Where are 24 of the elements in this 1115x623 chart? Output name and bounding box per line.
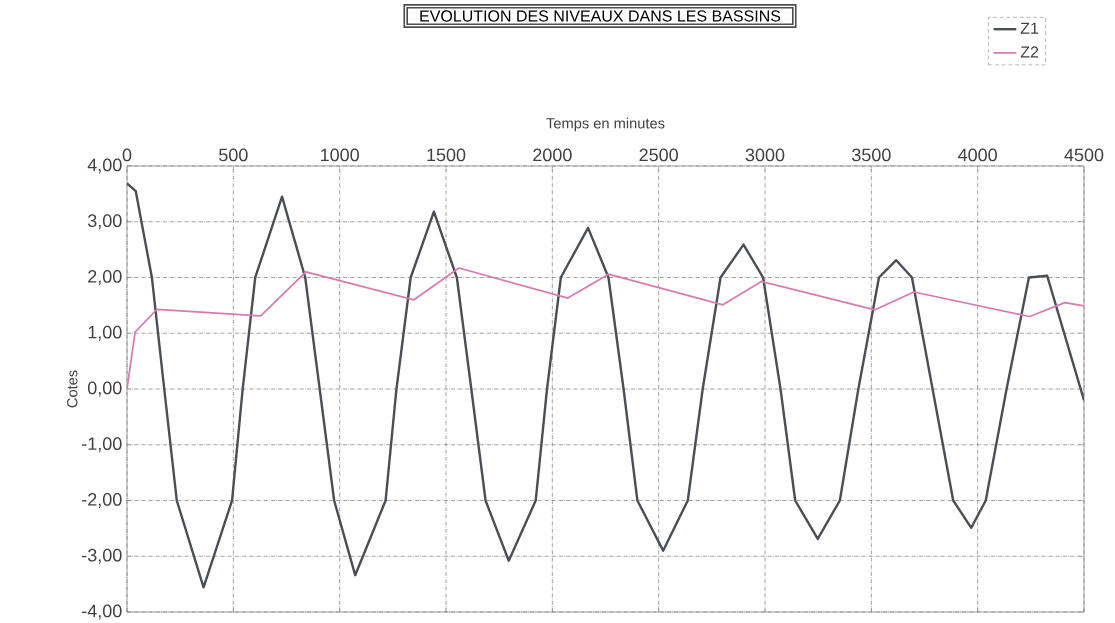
y-tick-label: -2,00 <box>82 493 122 508</box>
y-tick-label: 2,00 <box>88 270 122 285</box>
x-tick-label: 4000 <box>958 148 997 162</box>
y-tick-label: -4,00 <box>82 604 122 620</box>
x-tick-label: 3500 <box>852 148 891 162</box>
chart-title: EVOLUTION DES NIVEAUX DANS LES BASSINS <box>420 10 781 22</box>
x-axis-title: Temps en minutes <box>546 117 665 132</box>
x-tick-label: 4500 <box>1064 148 1104 162</box>
y-tick-label: 3,00 <box>87 214 122 230</box>
x-tick-label: 2000 <box>533 148 572 162</box>
x-tick-label: 3000 <box>745 148 785 162</box>
y-tick-label: 1,00 <box>88 325 122 341</box>
x-tick-label: 0 <box>122 148 132 162</box>
y-axis-title: Cotes <box>67 370 78 408</box>
x-tick-label: 1500 <box>427 148 466 162</box>
x-tick-label: 2500 <box>639 148 678 162</box>
y-tick-label: 4,00 <box>87 158 122 174</box>
legend-label: Z1 <box>1020 22 1039 34</box>
x-tick-label: 1000 <box>321 148 359 162</box>
legend-label: Z2 <box>1020 46 1039 58</box>
y-tick-label: 0,00 <box>87 381 122 397</box>
y-tick-label: -1,00 <box>82 437 122 453</box>
x-tick-label: 500 <box>219 148 248 162</box>
y-tick-label: -3,00 <box>82 548 122 564</box>
